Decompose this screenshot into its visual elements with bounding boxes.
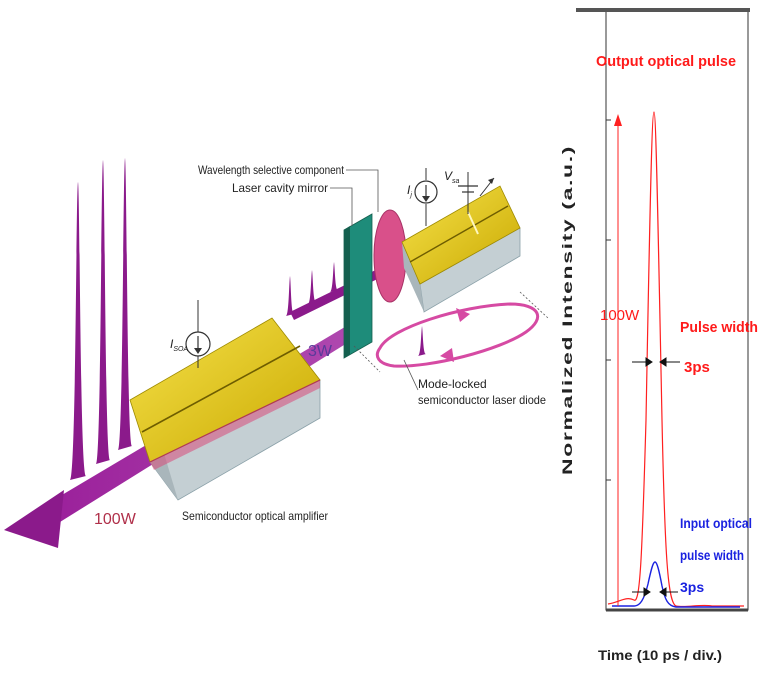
laser-system-diagram: ISOA Ij: [4, 158, 549, 548]
loop-arrow-head-2: [440, 348, 454, 362]
output-width-arrows: [632, 357, 680, 367]
laser-diode-chip: [401, 185, 521, 313]
isoa-label: ISOA: [170, 337, 188, 353]
loop-arrow-head-1: [456, 308, 470, 322]
vsa-voltage-source: Vsa: [444, 169, 495, 214]
input-pulse-spikes: [286, 262, 338, 316]
plot-100w-label: 100W: [600, 307, 640, 324]
wavelength-selective-lens: [373, 209, 407, 303]
plot-ylabel: Normalized Intensity (a.u.): [559, 145, 575, 475]
y-ticks: [606, 119, 611, 481]
power-100w-label: 100W: [94, 511, 137, 528]
wavelength-component-label: Wavelength selective component: [198, 163, 345, 177]
isoa-current-source: ISOA: [170, 300, 211, 368]
cavity-loop: [375, 302, 539, 368]
pulse-width-title: Pulse width: [680, 319, 758, 336]
pulse-width-value: 3ps: [684, 359, 710, 376]
cavity-mirror-label: Laser cavity mirror: [232, 181, 328, 195]
ij-label: Ij: [407, 183, 412, 199]
input-pulse-curve: [612, 561, 740, 608]
vsa-label: Vsa: [444, 169, 460, 185]
soa-chip: [129, 317, 321, 501]
mode-locked-label-line1: Mode-locked: [418, 377, 487, 391]
plot-title: Output optical pulse: [596, 53, 736, 70]
output-pulse-spikes: [70, 158, 132, 480]
input-width-arrows: [632, 587, 678, 597]
ij-current-source: Ij: [407, 168, 438, 226]
input-pulse-label-3: 3ps: [680, 579, 704, 595]
laser-cavity-mirror: [343, 213, 373, 359]
plot-xlabel: Time (10 ps / div.): [598, 647, 722, 663]
soa-label: Semiconductor optical amplifier: [182, 509, 328, 523]
label-leaders: [330, 169, 419, 391]
power-3w-label: 3W: [308, 343, 333, 360]
output-pulse-curve: [607, 111, 744, 608]
mode-locked-label-line2: semiconductor laser diode: [418, 393, 546, 407]
loop-pulse: [418, 326, 426, 356]
pulse-plot: Output optical pulse Normalized Intensit…: [559, 8, 758, 663]
input-pulse-label-1: Input optical: [680, 515, 752, 531]
input-pulse-label-2: pulse width: [680, 547, 744, 563]
peak-100w-arrow-head: [614, 114, 622, 126]
